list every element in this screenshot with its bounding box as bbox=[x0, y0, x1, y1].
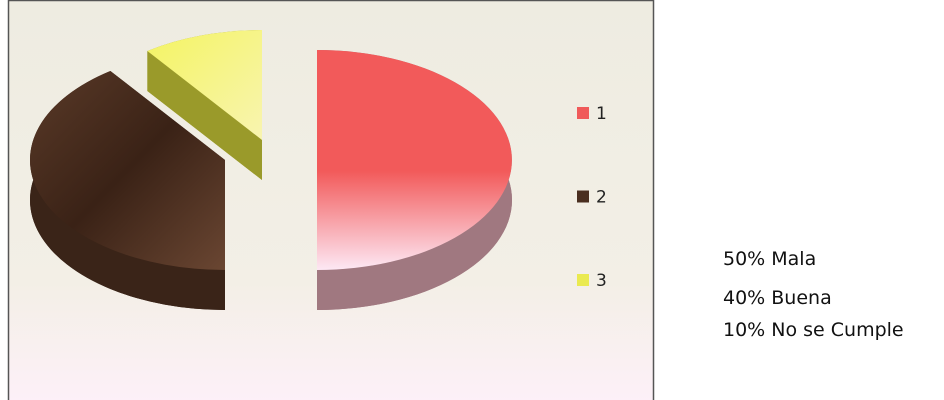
note: 40% Buena bbox=[723, 287, 832, 309]
slice-top bbox=[30, 71, 225, 270]
slice-top bbox=[147, 30, 262, 140]
legend-swatch bbox=[577, 274, 589, 286]
slice bbox=[317, 50, 512, 310]
slice-side bbox=[147, 51, 262, 180]
slice bbox=[147, 30, 262, 180]
slice bbox=[30, 71, 226, 310]
slice-edge bbox=[30, 71, 226, 310]
legend-swatch bbox=[577, 190, 589, 203]
legend-label: 1 bbox=[596, 104, 607, 124]
slice-top bbox=[317, 50, 512, 270]
note: 50% Mala bbox=[723, 248, 817, 270]
legend-swatch bbox=[577, 107, 589, 119]
legend-label: 3 bbox=[596, 271, 607, 291]
note: 10% No se Cumple bbox=[723, 319, 904, 341]
legend-label: 2 bbox=[596, 188, 607, 208]
